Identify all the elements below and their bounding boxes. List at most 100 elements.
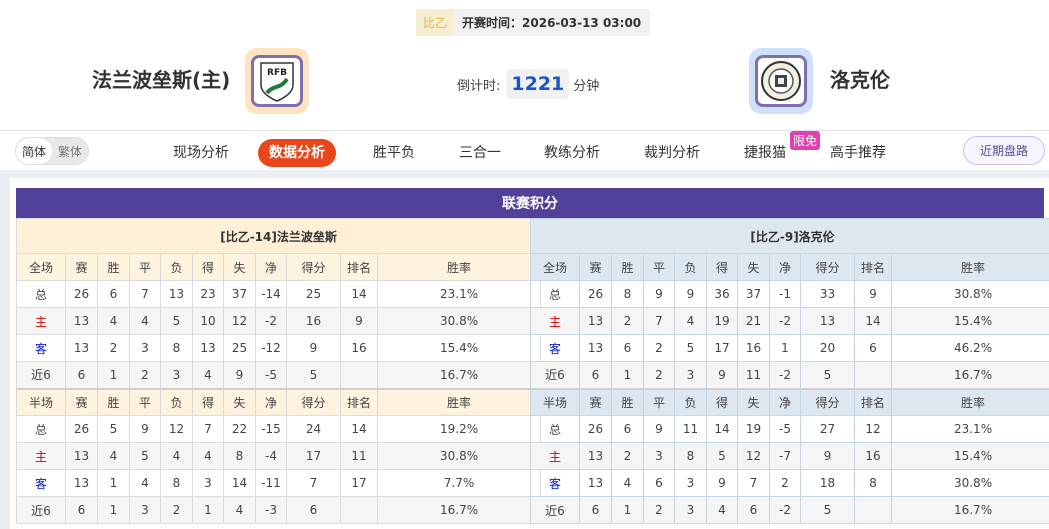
table-cell: 1: [611, 361, 644, 389]
table-cell: 13: [65, 307, 98, 335]
svg-text:RFB: RFB: [267, 68, 287, 78]
table-cell: 13: [579, 469, 612, 497]
column-header: 赛: [65, 387, 98, 416]
table-cell: 8: [854, 469, 892, 497]
table-cell: 4: [192, 442, 224, 470]
table-cell: 10: [192, 307, 224, 335]
table-cell: 9: [129, 415, 161, 443]
table-cell: 9: [643, 280, 675, 308]
table-cell: 9: [340, 307, 378, 335]
table-cell: -11: [255, 469, 287, 497]
table-cell: 3: [129, 496, 161, 524]
table-cell: 1: [769, 334, 801, 362]
table-cell: [854, 496, 892, 524]
row-label: 总: [530, 280, 580, 308]
table-row: 近6 6 1 2 3 4 9 -5 5 16.7%: [16, 361, 542, 389]
table-cell: [340, 496, 378, 524]
column-header: 得: [706, 253, 738, 281]
league-label[interactable]: 比乙: [416, 9, 455, 36]
row-label: 主: [530, 307, 580, 335]
table-row: 总 26 6 9 11 14 19 -5 27 12 23.1%: [530, 415, 1049, 443]
tab-expert-picks[interactable]: 高手推荐: [830, 145, 886, 161]
column-header: 失: [223, 387, 256, 416]
table-cell: 8: [611, 280, 644, 308]
table-cell: 1: [97, 469, 130, 497]
table-cell: 3: [674, 361, 707, 389]
tab-coach-analysis[interactable]: 教练分析: [544, 145, 600, 161]
away-team-logo[interactable]: [749, 48, 813, 114]
lang-traditional[interactable]: 繁体: [58, 144, 83, 159]
table-cell: 3: [674, 496, 707, 524]
table-cell: 9: [643, 415, 675, 443]
table-cell: 8: [223, 442, 256, 470]
row-label: 主: [16, 442, 66, 470]
row-label: 总: [16, 280, 66, 308]
table-cell: 7.7%: [376, 469, 542, 497]
table-cell: 26: [579, 415, 612, 443]
lang-simplified[interactable]: 简体: [16, 138, 53, 164]
countdown-unit: 分钟: [573, 78, 600, 94]
tab-live-analysis[interactable]: 现场分析: [173, 145, 229, 161]
table-row: 客 13 4 6 3 9 7 2 18 8 30.8%: [530, 469, 1049, 497]
column-header: 得: [192, 253, 224, 281]
away-team-name[interactable]: 洛克伦: [830, 68, 890, 92]
table-cell: 3: [674, 469, 707, 497]
table-cell: 3: [160, 361, 193, 389]
table-cell: -5: [255, 361, 287, 389]
away-crest-icon: [761, 61, 801, 101]
column-header: 平: [643, 387, 675, 416]
table-cell: 5: [160, 307, 193, 335]
column-header: 净: [255, 253, 287, 281]
column-header: 失: [223, 253, 256, 281]
kickoff-time: 开赛时间：2026-03-13 03:00: [462, 16, 642, 30]
table-cell: 2: [129, 361, 161, 389]
home-crest-icon: RFB: [260, 62, 294, 102]
table-cell: 6: [286, 496, 341, 524]
column-header: 失: [737, 253, 770, 281]
tab-three-in-one[interactable]: 三合一: [459, 145, 501, 161]
table-row: 客 13 2 3 8 13 25 -12 9 16 15.4%: [16, 334, 542, 362]
table-cell: 1: [97, 361, 130, 389]
tab-data-analysis[interactable]: 数据分析: [258, 139, 336, 167]
table-cell: 14: [340, 415, 378, 443]
table-cell: 23: [192, 280, 224, 308]
table-cell: 7: [286, 469, 341, 497]
home-team-name[interactable]: 法兰波垒斯(主): [92, 68, 231, 92]
home-team-logo[interactable]: RFB: [245, 48, 309, 114]
column-header: 得分: [286, 253, 341, 281]
table-cell: 16: [340, 334, 378, 362]
table-cell: 9: [706, 361, 738, 389]
table-cell: -3: [255, 496, 287, 524]
table-cell: 25: [223, 334, 256, 362]
column-header: 赛: [579, 253, 612, 281]
table-cell: -14: [255, 280, 287, 308]
tab-jiebaomao[interactable]: 捷报猫: [744, 145, 786, 161]
column-header: 净: [255, 387, 287, 416]
table-cell: 13: [65, 442, 98, 470]
table-cell: 6: [65, 496, 98, 524]
table-cell: 2: [611, 307, 644, 335]
column-header: 排名: [854, 387, 892, 416]
table-cell: 14: [854, 307, 892, 335]
table-cell: -5: [769, 415, 801, 443]
table-row: 主 13 4 5 4 4 8 -4 17 11 30.8%: [16, 442, 542, 470]
table-cell: 13: [160, 280, 193, 308]
table-cell: -7: [769, 442, 801, 470]
section-label: 全场: [530, 253, 580, 281]
row-label: 近6: [16, 361, 66, 389]
column-header: 得分: [800, 387, 855, 416]
recent-handicap-button[interactable]: 近期盘路: [963, 136, 1045, 165]
table-cell: 30.8%: [890, 469, 1049, 497]
tab-win-draw-loss[interactable]: 胜平负: [373, 145, 415, 161]
tab-referee-analysis[interactable]: 裁判分析: [644, 145, 700, 161]
table-cell: 9: [706, 469, 738, 497]
table-cell: 16: [286, 307, 341, 335]
table-row: 主 13 2 7 4 19 21 -2 13 14 15.4%: [530, 307, 1049, 335]
table-cell: 13: [65, 469, 98, 497]
column-header: 胜率: [890, 253, 1049, 281]
row-label: 客: [530, 469, 580, 497]
table-row: 总 26 6 7 13 23 37 -14 25 14 23.1%: [16, 280, 542, 308]
table-cell: 16.7%: [890, 361, 1049, 389]
column-header: 平: [129, 387, 161, 416]
match-header: 比乙 开赛时间：2026-03-13 03:00 法兰波垒斯(主) RFB 倒计…: [0, 0, 1049, 130]
